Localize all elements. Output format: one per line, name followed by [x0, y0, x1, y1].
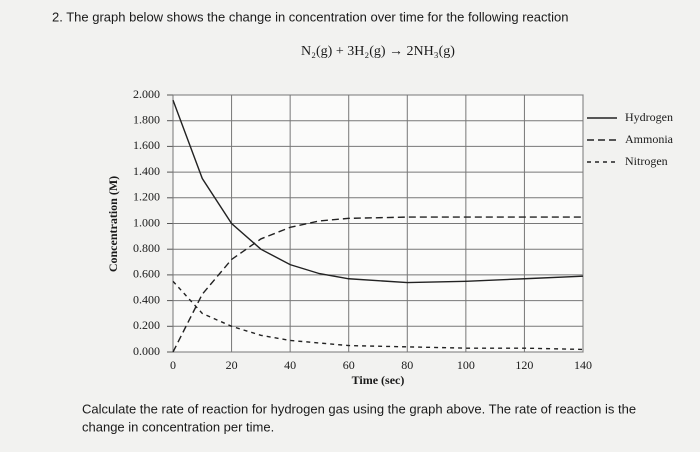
x-tick-label: 140 — [574, 358, 592, 372]
y-tick-label: 1.800 — [133, 112, 160, 126]
instruction: change in concentration per time. — [82, 419, 274, 434]
x-tick-label: 60 — [343, 358, 355, 372]
y-tick-label: 2.000 — [133, 87, 160, 101]
y-tick-label: 0.400 — [133, 292, 160, 306]
y-tick-label: 1.200 — [133, 190, 160, 204]
y-tick-label: 0.800 — [133, 241, 160, 255]
x-tick-label: 80 — [401, 358, 413, 372]
y-axis-label: Concentration (M) — [106, 176, 120, 272]
legend-label: Ammonia — [625, 132, 674, 146]
series-line — [172, 280, 584, 351]
x-tick-label: 100 — [457, 358, 475, 372]
x-tick-label: 40 — [284, 358, 296, 372]
y-tick-label: 1.600 — [133, 138, 160, 152]
y-tick-label: 0.000 — [133, 344, 160, 358]
legend-label: Nitrogen — [625, 154, 668, 168]
y-tick-label: 0.200 — [133, 318, 160, 332]
equation: N₂(g) + 3H₂(g) → 2NH₃(g) — [301, 44, 455, 59]
series-line — [172, 99, 584, 284]
question: 2. The graph below shows the change in c… — [52, 9, 568, 24]
instruction: Calculate the rate of reaction for hydro… — [82, 401, 636, 416]
x-axis-label: Time (sec) — [352, 373, 405, 387]
x-tick-label: 0 — [170, 358, 176, 372]
y-tick-label: 1.400 — [133, 164, 160, 178]
legend-label: Hydrogen — [625, 110, 673, 124]
y-tick-label: 1.000 — [133, 215, 160, 229]
y-tick-label: 0.600 — [133, 267, 160, 281]
x-tick-label: 120 — [515, 358, 533, 372]
x-tick-label: 20 — [226, 358, 238, 372]
